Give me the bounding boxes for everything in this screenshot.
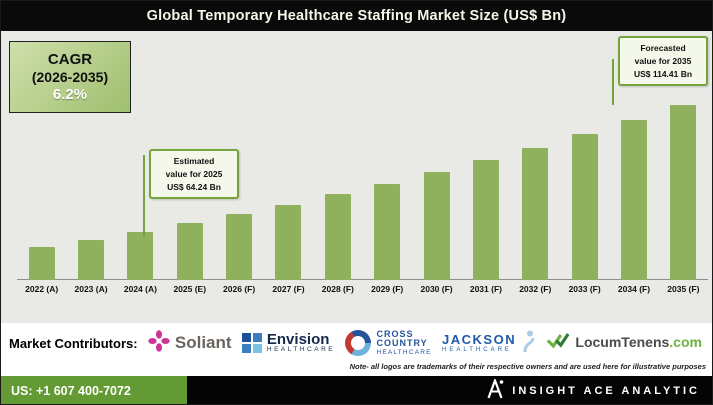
bar [620, 120, 647, 280]
x-axis-label: 2025 (E) [173, 284, 207, 294]
forecasted-callout-value: US$ 114.41 Bn [633, 68, 693, 79]
x-axis-label: 2033 (F) [568, 284, 601, 294]
bar [127, 232, 154, 280]
contributor-locumtenens: LocumTenens.com [546, 332, 702, 354]
x-axis-label: 2035 (F) [667, 284, 700, 294]
bar-column: 2032 (F) [511, 148, 560, 295]
soliant-flower-icon [148, 329, 170, 357]
bar-column: 2024 (A) [116, 232, 165, 295]
bar-column: 2034 (F) [609, 120, 658, 295]
bar [275, 205, 302, 280]
contributors-bar: Market Contributors: Soliant Envision HE… [1, 323, 712, 363]
contributors-label: Market Contributors: [9, 335, 138, 351]
bar [324, 194, 351, 280]
jackson-figure-icon [521, 329, 536, 358]
title-bar: Global Temporary Healthcare Staffing Mar… [1, 1, 712, 31]
jackson-wordmark: JACKSON [442, 331, 517, 347]
x-axis-label: 2029 (F) [371, 284, 404, 294]
bar-column: 2022 (A) [17, 247, 66, 295]
bar-column: 2023 (A) [66, 240, 115, 295]
chart-area: CAGR (2026-2035) 6.2% Estimated value fo… [1, 31, 712, 323]
bar-column: 2028 (F) [313, 194, 362, 295]
phone-number: US: +1 607 400-7072 [1, 376, 187, 404]
contributor-jackson: JACKSON HEALTHCARE [442, 329, 536, 358]
contributor-envision: Envision HEALTHCARE [241, 330, 336, 355]
brand-name: INSIGHT ACE ANALYTIC [512, 385, 700, 397]
forecasted-callout-connector [612, 59, 614, 105]
bar [423, 172, 450, 280]
bar [670, 105, 697, 280]
footer-bar: US: +1 607 400-7072 INSIGHT ACE ANALYTIC [1, 376, 712, 404]
cagr-value: 6.2% [52, 86, 88, 103]
cagr-period: (2026-2035) [31, 69, 109, 85]
bar [571, 134, 598, 280]
x-axis-label: 2022 (A) [25, 284, 59, 294]
cagr-badge: CAGR (2026-2035) 6.2% [9, 41, 131, 113]
x-axis-label: 2027 (F) [272, 284, 305, 294]
insightace-logo-icon [486, 376, 504, 404]
disclaimer-note: Note- all logos are trademarks of their … [349, 362, 706, 371]
bar [522, 148, 549, 280]
cross-country-wordmark-line2: COUNTRY [376, 338, 428, 349]
x-axis-label: 2032 (F) [519, 284, 552, 294]
soliant-wordmark: Soliant [174, 333, 232, 352]
envision-wordmark: Envision [266, 330, 330, 348]
bar-column: 2031 (F) [461, 160, 510, 295]
envision-grid-icon [241, 333, 262, 353]
bar [226, 214, 253, 280]
envision-subtext: HEALTHCARE [266, 346, 336, 354]
cagr-label: CAGR [47, 51, 93, 68]
bar [78, 240, 105, 280]
jackson-subtext: HEALTHCARE [442, 346, 512, 353]
brand-block: INSIGHT ACE ANALYTIC [486, 376, 712, 404]
x-axis-line [17, 279, 708, 280]
estimated-callout-line2: value for 2025 [165, 168, 223, 179]
estimated-callout-line1: Estimated [173, 156, 215, 166]
x-axis-label: 2031 (F) [469, 284, 502, 294]
cross-country-wordmark-line1: CROSS [376, 328, 414, 339]
cross-country-subtext: HEALTHCARE [376, 349, 432, 357]
estimated-callout: Estimated value for 2025 US$ 64.24 Bn [149, 149, 239, 200]
estimated-callout-value: US$ 64.24 Bn [167, 181, 221, 192]
chart-title: Global Temporary Healthcare Staffing Mar… [146, 8, 567, 24]
bar [374, 184, 401, 280]
cross-country-circle-icon [345, 329, 372, 356]
bar-column: 2025 (E) [165, 223, 214, 295]
x-axis-label: 2028 (F) [321, 284, 354, 294]
bar [176, 223, 203, 280]
bars-row: 2022 (A) 2023 (A) 2024 (A) 2025 (E) 2026 (F)… [17, 105, 708, 295]
locumtenens-domain: .com [669, 334, 702, 350]
x-axis-label: 2024 (A) [123, 284, 157, 294]
bar [28, 247, 55, 280]
contributor-soliant: Soliant [148, 329, 232, 357]
x-axis-label: 2034 (F) [617, 284, 651, 294]
x-axis-label: 2026 (F) [223, 284, 256, 294]
forecasted-callout: Forecasted value for 2035 US$ 114.41 Bn [618, 36, 708, 87]
estimated-callout-connector [143, 155, 145, 237]
bar-column: 2026 (F) [214, 214, 263, 295]
locumtenens-wordmark: LocumTenens [575, 334, 670, 350]
bar-column: 2027 (F) [264, 205, 313, 295]
locumtenens-check-icon [546, 332, 570, 354]
x-axis-label: 2023 (A) [74, 284, 108, 294]
forecasted-callout-line2: value for 2035 [634, 55, 692, 66]
bar-column: 2029 (F) [363, 184, 412, 295]
contributor-cross-country: CROSS COUNTRY HEALTHCARE [345, 328, 432, 357]
bar-column: 2033 (F) [560, 134, 609, 295]
x-axis-label: 2030 (F) [420, 284, 453, 294]
forecasted-callout-line1: Forecasted [640, 43, 686, 53]
bar-column: 2030 (F) [412, 172, 461, 295]
bar [472, 160, 499, 280]
bar-column: 2035 (F) [659, 105, 708, 295]
